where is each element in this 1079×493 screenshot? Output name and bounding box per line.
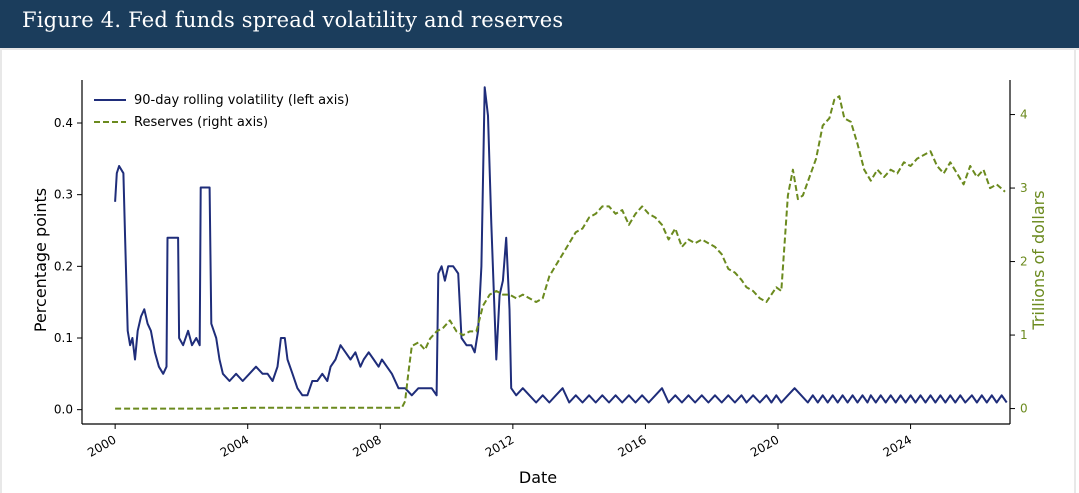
y-left-tick-label: 0.4 xyxy=(54,116,73,130)
y-left-tick-label: 0.1 xyxy=(54,331,73,345)
x-axis-label: Date xyxy=(519,468,557,487)
y-right-tick-label: 3 xyxy=(1020,181,1028,195)
x-tick-label: 2020 xyxy=(748,432,781,459)
legend-label: Reserves (right axis) xyxy=(134,115,268,130)
y-right-axis-label: Trillions of dollars xyxy=(1029,190,1048,330)
y-left-tick-label: 0.2 xyxy=(54,259,73,273)
x-tick-label: 2008 xyxy=(350,432,383,459)
legend-label: 90-day rolling volatility (left axis) xyxy=(134,93,349,108)
x-tick-label: 2024 xyxy=(881,432,914,459)
volatility-series-line xyxy=(114,86,1008,404)
x-tick-label: 2004 xyxy=(218,432,251,459)
figure-frame xyxy=(0,48,1076,493)
y-right-tick-label: 0 xyxy=(1020,402,1028,416)
y-right-tick-label: 1 xyxy=(1020,328,1028,342)
x-tick-label: 2012 xyxy=(483,432,516,459)
figure-header: Figure 4. Fed funds spread volatility an… xyxy=(0,0,1079,50)
reserves-series-line xyxy=(115,95,1006,410)
y-right-tick-label: 4 xyxy=(1020,108,1028,122)
figure-title: Figure 4. Fed funds spread volatility an… xyxy=(22,8,564,32)
y-left-tick-label: 0.3 xyxy=(54,188,73,202)
y-left-tick-label: 0.0 xyxy=(54,403,73,417)
x-tick-label: 2000 xyxy=(85,432,118,459)
x-tick-label: 2016 xyxy=(615,432,648,459)
y-left-axis-label: Percentage points xyxy=(31,188,50,332)
y-right-tick-label: 2 xyxy=(1020,255,1028,269)
